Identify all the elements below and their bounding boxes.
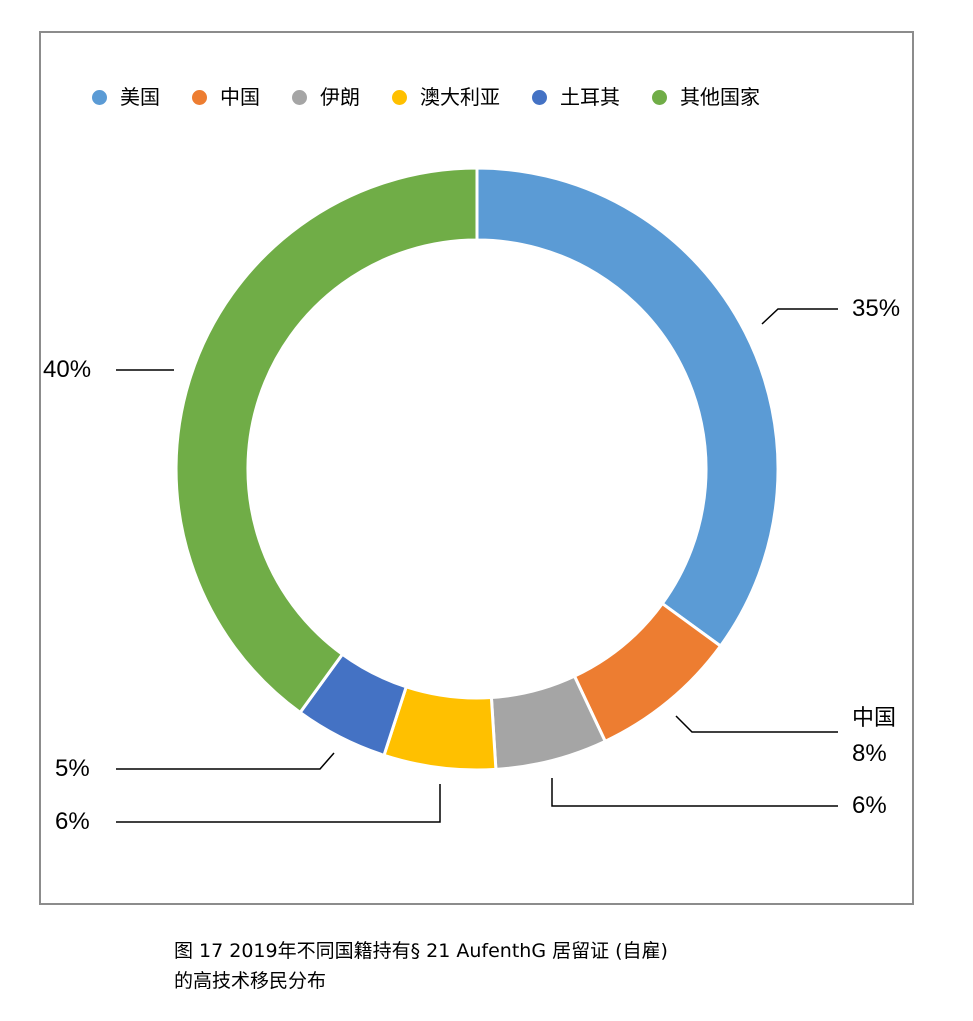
- data-label-other: 40%: [43, 356, 92, 383]
- slice-other: [174, 166, 479, 715]
- data-label-turkey: 5%: [55, 755, 90, 782]
- data-label-china-category: 中国: [852, 706, 897, 731]
- legend-dot-icon: [92, 89, 107, 105]
- legend-item-iran: 伊朗: [292, 84, 360, 110]
- legend-label: 伊朗: [320, 85, 360, 109]
- legend-label: 土耳其: [560, 85, 620, 109]
- leader-line-usa: [761, 308, 838, 325]
- legend-dot-icon: [292, 89, 307, 105]
- legend-label: 其他国家: [680, 85, 760, 109]
- data-label-iran: 6%: [852, 792, 887, 819]
- legend-dot-icon: [192, 89, 207, 105]
- figure-caption: 图 17 2019年不同国籍持有§ 21 AufenthG 居留证 (自雇) 的…: [174, 936, 668, 996]
- legend-item-other: 其他国家: [652, 84, 760, 110]
- caption-line-2: 的高技术移民分布: [174, 970, 327, 992]
- legend-item-turkey: 土耳其: [532, 84, 620, 110]
- legend-label: 美国: [120, 85, 160, 109]
- leader-line-turkey: [116, 752, 335, 770]
- legend-label: 澳大利亚: [420, 85, 500, 109]
- legend-dot-icon: [532, 89, 547, 105]
- legend-item-usa: 美国: [92, 84, 160, 110]
- leader-line-australia: [116, 784, 441, 823]
- data-label-australia: 6%: [55, 808, 90, 835]
- legend-dot-icon: [652, 89, 667, 105]
- slice-usa: [475, 166, 780, 649]
- leader-line-iran: [551, 778, 838, 807]
- leader-line-china: [675, 715, 838, 733]
- data-label-china-value: 8%: [852, 740, 887, 767]
- data-label-usa: 35%: [852, 295, 901, 322]
- legend-item-china: 中国: [192, 84, 260, 110]
- legend-label: 中国: [220, 85, 260, 109]
- legend-dot-icon: [392, 89, 407, 105]
- caption-line-1: 图 17 2019年不同国籍持有§ 21 AufenthG 居留证 (自雇): [174, 940, 668, 962]
- legend-item-australia: 澳大利亚: [392, 84, 500, 110]
- chart-legend: 美国 中国 伊朗 澳大利亚 土耳其 其他国家: [92, 84, 792, 110]
